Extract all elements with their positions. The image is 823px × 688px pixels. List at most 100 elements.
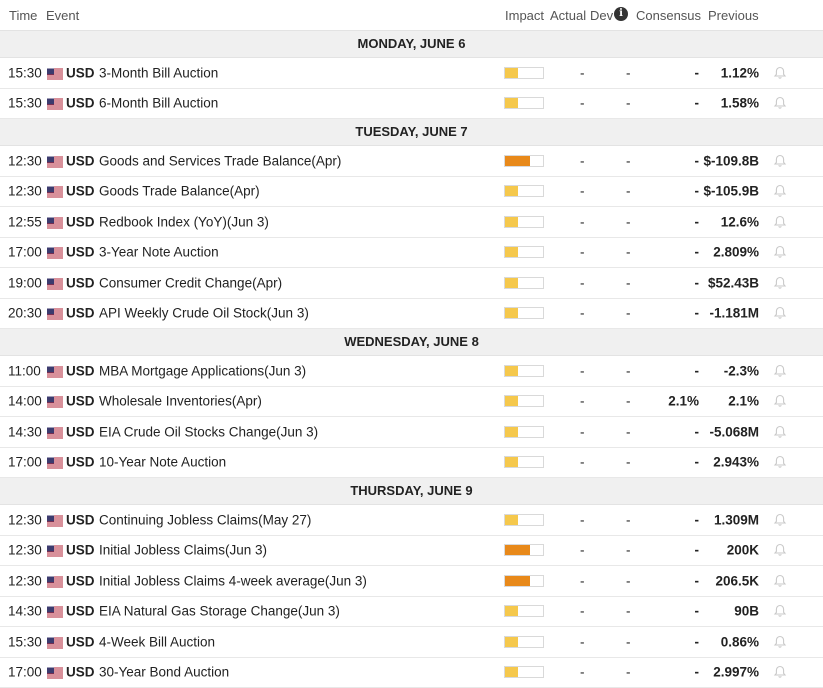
header-event[interactable]: Event	[46, 8, 79, 23]
bell-icon[interactable]	[772, 65, 788, 81]
header-time[interactable]: Time	[9, 8, 37, 23]
event-actual: -	[580, 573, 585, 588]
bell-icon[interactable]	[772, 512, 788, 528]
event-name[interactable]: Continuing Jobless Claims(May 27)	[99, 512, 311, 527]
event-time: 15:30	[8, 65, 42, 80]
event-dev: -	[626, 153, 631, 168]
impact-fill	[505, 545, 530, 555]
event-consensus: -	[695, 604, 700, 619]
event-name[interactable]: EIA Natural Gas Storage Change(Jun 3)	[99, 604, 340, 619]
event-name[interactable]: 3-Year Note Auction	[99, 245, 219, 260]
info-icon[interactable]: i	[614, 7, 628, 21]
bell-icon[interactable]	[772, 183, 788, 199]
event-actual: -	[580, 65, 585, 80]
event-name[interactable]: EIA Crude Oil Stocks Change(Jun 3)	[99, 424, 318, 439]
us-flag-icon	[47, 247, 63, 258]
event-name[interactable]: Initial Jobless Claims(Jun 3)	[99, 543, 267, 558]
bell-icon[interactable]	[772, 214, 788, 230]
day-header: WEDNESDAY, JUNE 8	[0, 329, 823, 356]
event-dev: -	[626, 275, 631, 290]
event-name[interactable]: Consumer Credit Change(Apr)	[99, 275, 282, 290]
event-name[interactable]: MBA Mortgage Applications(Jun 3)	[99, 363, 306, 378]
event-consensus: -	[695, 455, 700, 470]
event-time: 19:00	[8, 275, 42, 290]
bell-icon[interactable]	[772, 424, 788, 440]
event-time: 11:00	[8, 363, 41, 378]
impact-bar	[504, 544, 544, 556]
event-actual: -	[580, 455, 585, 470]
event-time: 12:55	[8, 214, 42, 229]
impact-bar	[504, 605, 544, 617]
event-name[interactable]: Goods Trade Balance(Apr)	[99, 184, 260, 199]
bell-icon[interactable]	[772, 305, 788, 321]
header-actual[interactable]: Actual	[550, 8, 586, 23]
header-dev[interactable]: Dev	[590, 8, 613, 23]
bell-icon[interactable]	[772, 363, 788, 379]
event-consensus: -	[695, 512, 700, 527]
event-name[interactable]: Goods and Services Trade Balance(Apr)	[99, 153, 341, 168]
header-consensus[interactable]: Consensus	[636, 8, 701, 23]
day-header: MONDAY, JUNE 6	[0, 31, 823, 58]
event-consensus: 2.1%	[668, 394, 699, 409]
table-header: Time Event Impact Actual Dev i Consensus…	[0, 0, 823, 31]
impact-fill	[505, 515, 518, 525]
bell-icon[interactable]	[772, 664, 788, 680]
bell-icon[interactable]	[772, 393, 788, 409]
event-name[interactable]: Initial Jobless Claims 4-week average(Ju…	[99, 573, 367, 588]
event-actual: -	[580, 306, 585, 321]
bell-icon[interactable]	[772, 573, 788, 589]
event-consensus: -	[695, 363, 700, 378]
header-previous[interactable]: Previous	[708, 8, 759, 23]
event-name[interactable]: 30-Year Bond Auction	[99, 665, 229, 680]
bell-icon[interactable]	[772, 153, 788, 169]
impact-bar	[504, 514, 544, 526]
bell-icon[interactable]	[772, 275, 788, 291]
event-name[interactable]: Wholesale Inventories(Apr)	[99, 394, 262, 409]
header-impact[interactable]: Impact	[505, 8, 544, 23]
event-name[interactable]: 4-Week Bill Auction	[99, 634, 215, 649]
bell-icon[interactable]	[772, 634, 788, 650]
event-previous: 206.5K	[715, 573, 759, 588]
event-name[interactable]: 10-Year Note Auction	[99, 455, 226, 470]
us-flag-icon	[47, 155, 63, 166]
event-time: 15:30	[8, 96, 42, 111]
event-time: 12:30	[8, 543, 42, 558]
bell-icon[interactable]	[772, 244, 788, 260]
event-name[interactable]: API Weekly Crude Oil Stock(Jun 3)	[99, 306, 309, 321]
event-currency: USD	[66, 214, 95, 229]
us-flag-icon	[47, 216, 63, 227]
event-name[interactable]: 3-Month Bill Auction	[99, 65, 218, 80]
impact-fill	[505, 667, 518, 677]
event-name[interactable]: 6-Month Bill Auction	[99, 96, 218, 111]
bell-icon[interactable]	[772, 95, 788, 111]
event-dev: -	[626, 96, 631, 111]
event-name[interactable]: Redbook Index (YoY)(Jun 3)	[99, 214, 269, 229]
impact-fill	[505, 457, 518, 467]
bell-icon[interactable]	[772, 454, 788, 470]
event-previous: 2.943%	[713, 455, 759, 470]
event-dev: -	[626, 306, 631, 321]
event-currency: USD	[66, 184, 95, 199]
bell-icon[interactable]	[772, 603, 788, 619]
event-dev: -	[626, 65, 631, 80]
bell-icon[interactable]	[772, 542, 788, 558]
event-consensus: -	[695, 96, 700, 111]
